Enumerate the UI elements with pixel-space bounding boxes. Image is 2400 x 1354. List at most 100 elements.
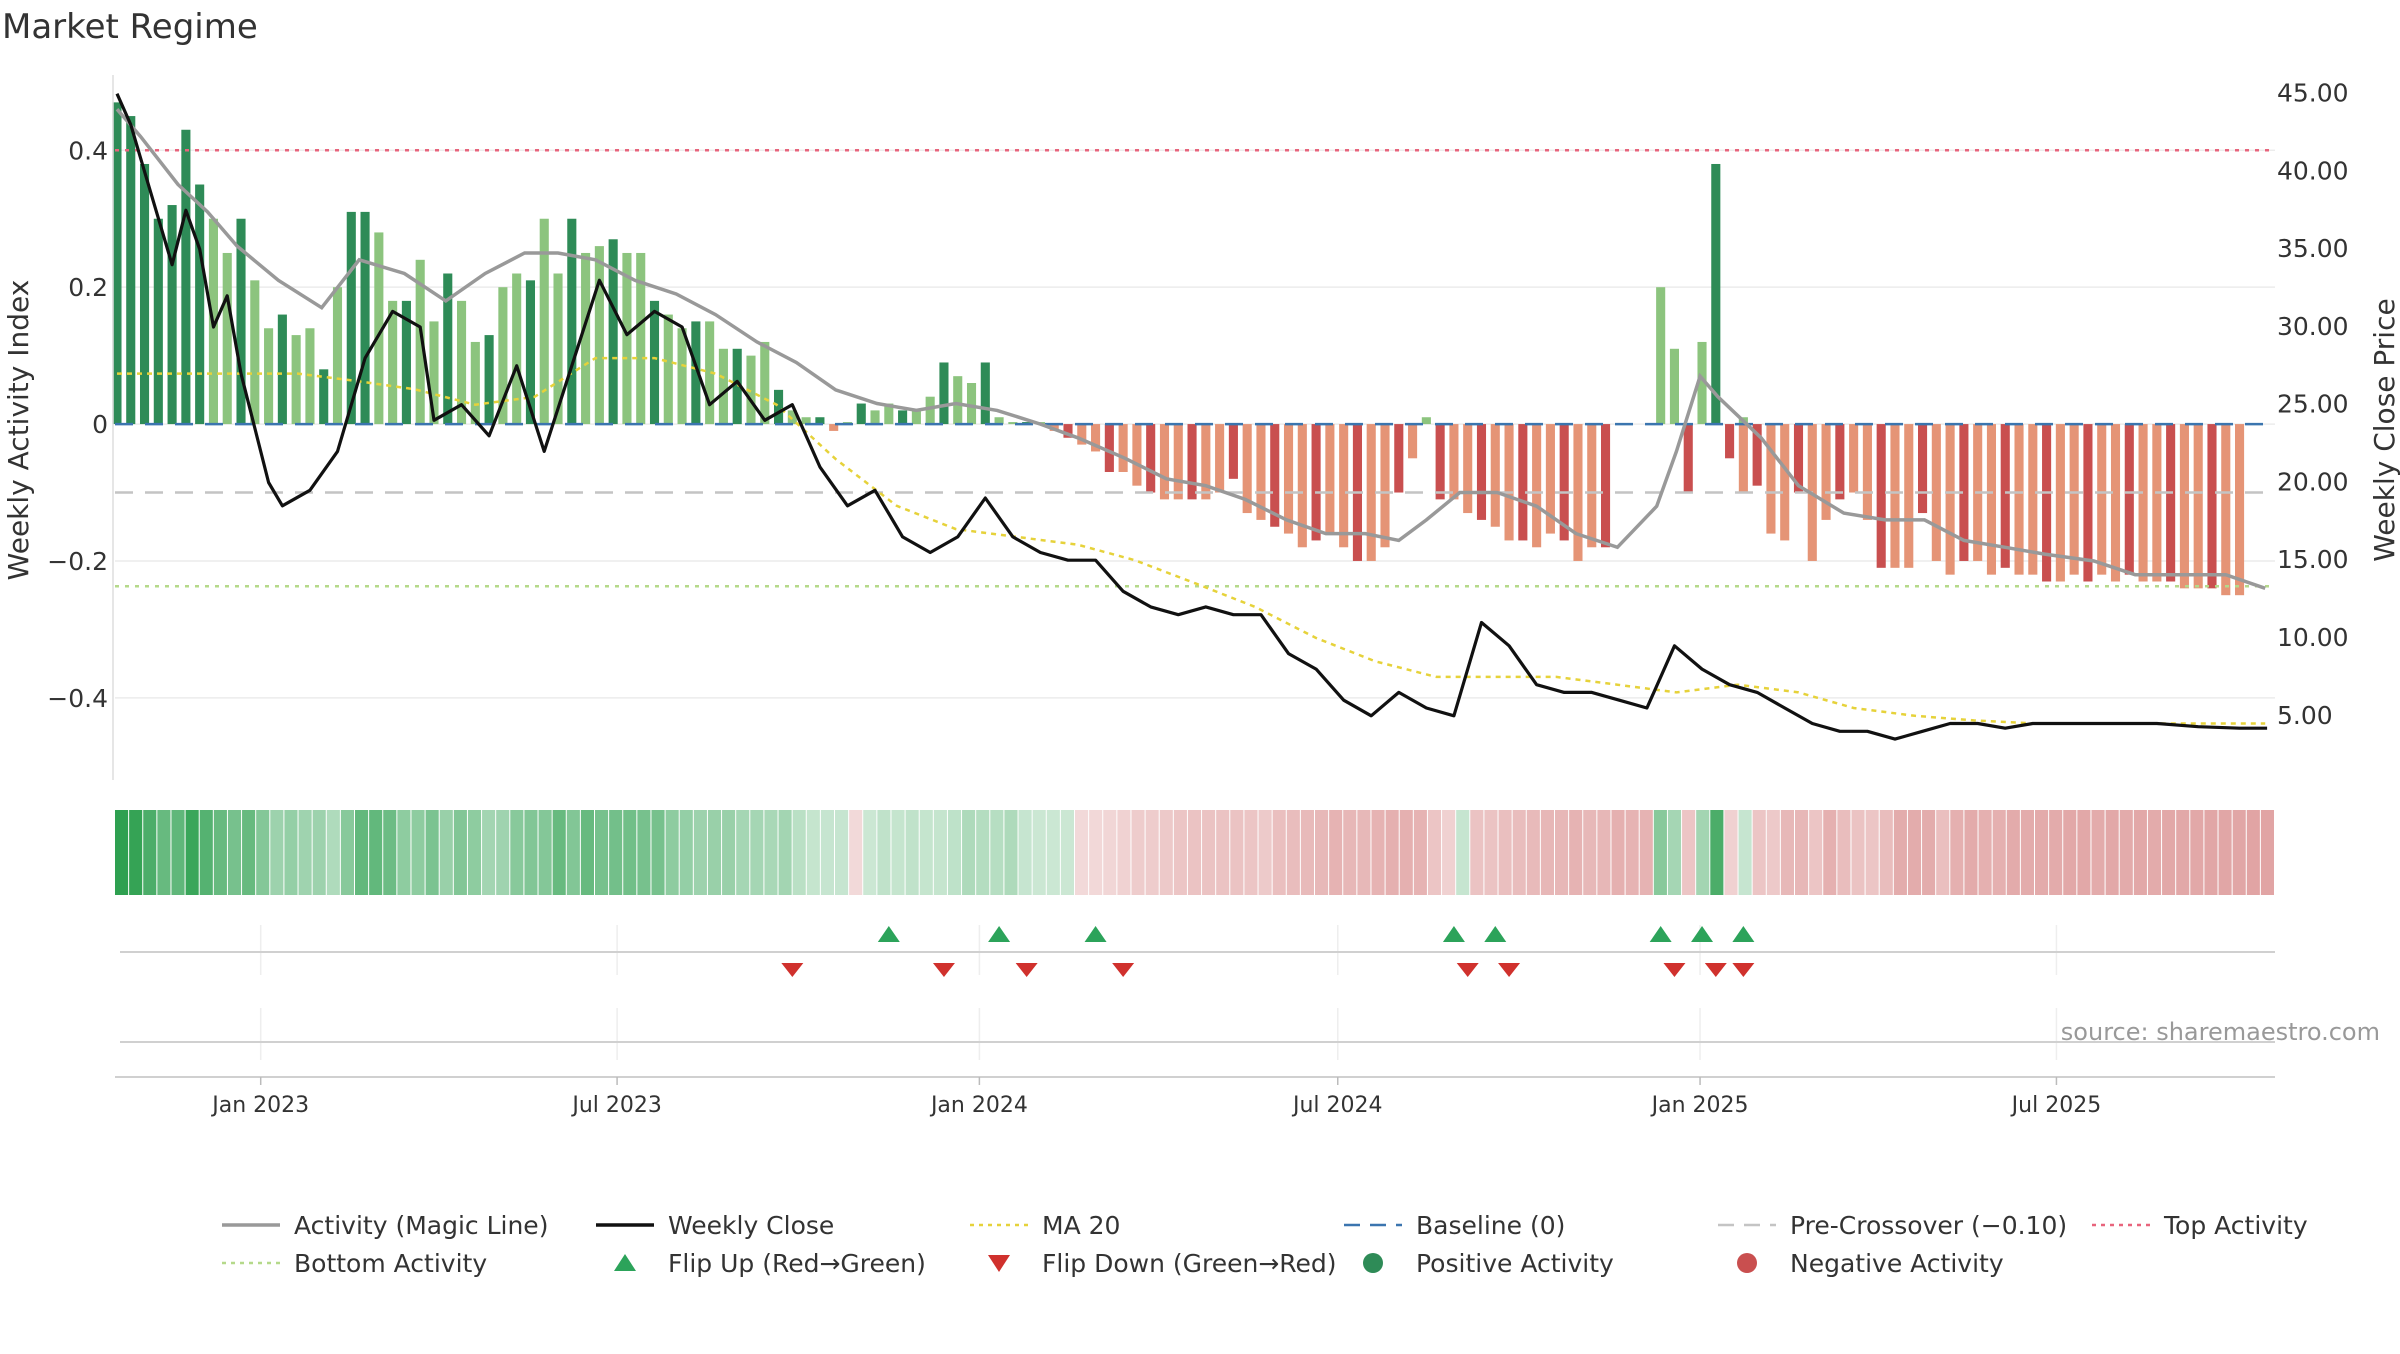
activity-bar [1559,424,1569,541]
legend: Activity (Magic Line) Weekly Close MA 20 Ba… [222,1211,2308,1278]
axes: 0.4 0.2 0 −0.2 −0.4 5.00 10.00 15.00 20.00 25.00 3… [47,75,2349,1118]
regime-cell [2063,810,2077,895]
activity-bar [1283,424,1294,534]
regime-cell [213,810,227,895]
activity-bar [953,376,963,425]
legend-label: Activity (Magic Line) [294,1211,548,1240]
regime-cell [2190,810,2204,895]
legend-label: Bottom Activity [294,1249,487,1278]
legend-label: Positive Activity [1416,1249,1614,1278]
regime-cell [1540,810,1554,895]
activity-bar [1669,348,1680,425]
left-tick-label: 0.2 [68,273,108,302]
legend-swatch [988,1255,1010,1272]
regime-cell [284,810,298,895]
legend-item: Activity (Magic Line) [222,1211,548,1240]
regime-cell [538,810,552,895]
activity-bar [1697,341,1707,425]
activity-bar [1766,424,1776,534]
legend-item: Baseline (0) [1344,1211,1565,1240]
regime-cell [1795,810,1809,895]
activity-bar [622,252,632,425]
flip-down-marker [1498,963,1521,977]
legend-swatch [614,1254,636,1271]
activity-bar [856,403,866,425]
activity-bar [2055,424,2065,582]
regime-cell [2119,810,2133,895]
regime-cell [1258,810,1272,895]
weekly-close-line [115,93,2268,741]
activity-bar [911,410,921,425]
regime-cell [2049,810,2063,895]
activity-bar [1366,424,1376,561]
regime-cell [877,810,891,895]
legend-label: Weekly Close [668,1211,834,1240]
regime-cell [623,810,637,895]
activity-bar [980,362,990,425]
regime-cell [609,810,623,895]
activity-bar [1738,424,1748,493]
regime-cell [1583,810,1597,895]
activity-bar [1008,422,1018,425]
series-lines [115,93,2275,741]
regime-cell [1653,810,1667,895]
activity-bar [374,232,384,425]
activity-bar [1793,424,1804,493]
regime-cell [1625,810,1639,895]
regime-cell [2218,810,2232,895]
regime-cell [1851,810,1865,895]
activity-bar [319,369,329,425]
regime-cell [1555,810,1569,895]
regime-cell [2091,810,2105,895]
activity-bar [1063,424,1073,438]
x-tick-label: Jul 2023 [570,1093,662,1118]
activity-bar [332,287,343,425]
gridlines [115,149,2275,1060]
activity-bar [1752,424,1762,486]
activity-bar [167,205,177,425]
legend-item: Top Activity [2092,1211,2308,1240]
left-tick-label: 0.4 [68,136,108,165]
flip-up-marker [1084,926,1107,942]
regime-cell [1512,810,1526,895]
activity-bar [1711,163,1721,425]
activity-bar [484,335,494,425]
regime-cell [665,810,679,895]
regime-cell [1216,810,1230,895]
regime-cell [1004,810,1018,895]
regime-cell [1780,810,1794,895]
regime-cell [1992,810,2006,895]
regime-cell [1907,810,1922,895]
activity-bar [1532,424,1542,548]
regime-cell [1159,810,1173,895]
regime-cell [510,810,524,895]
activity-bar [1904,424,1914,568]
regime-cell [411,810,425,895]
activity-bar [1821,424,1831,520]
flip-down-marker [1663,963,1686,977]
flip-down-marker [1732,963,1755,977]
left-tick-label: 0 [92,410,108,439]
regime-cell [1046,810,1060,895]
regime-cell [2147,810,2162,895]
activity-bar [1173,424,1183,500]
flip-down-marker [1704,963,1727,977]
activity-bar [360,211,370,425]
activity-bar [925,396,935,425]
regime-cell [990,810,1004,895]
legend-swatch [1363,1253,1383,1273]
legend-item: Flip Down (Green→Red) [988,1249,1337,1278]
activity-bar [636,252,646,425]
activity-bar [1104,424,1114,472]
regime-cell [326,810,340,895]
regime-cell [1018,810,1032,895]
regime-cell [1978,810,1992,895]
activity-bar [2166,424,2176,582]
activity-bar [2042,424,2052,582]
activity-bar [2235,424,2245,596]
activity-bar [2083,424,2093,582]
activity-bar [1380,424,1390,548]
right-axis-label: Weekly Close Price [2368,298,2400,561]
regime-cell [1329,810,1343,895]
